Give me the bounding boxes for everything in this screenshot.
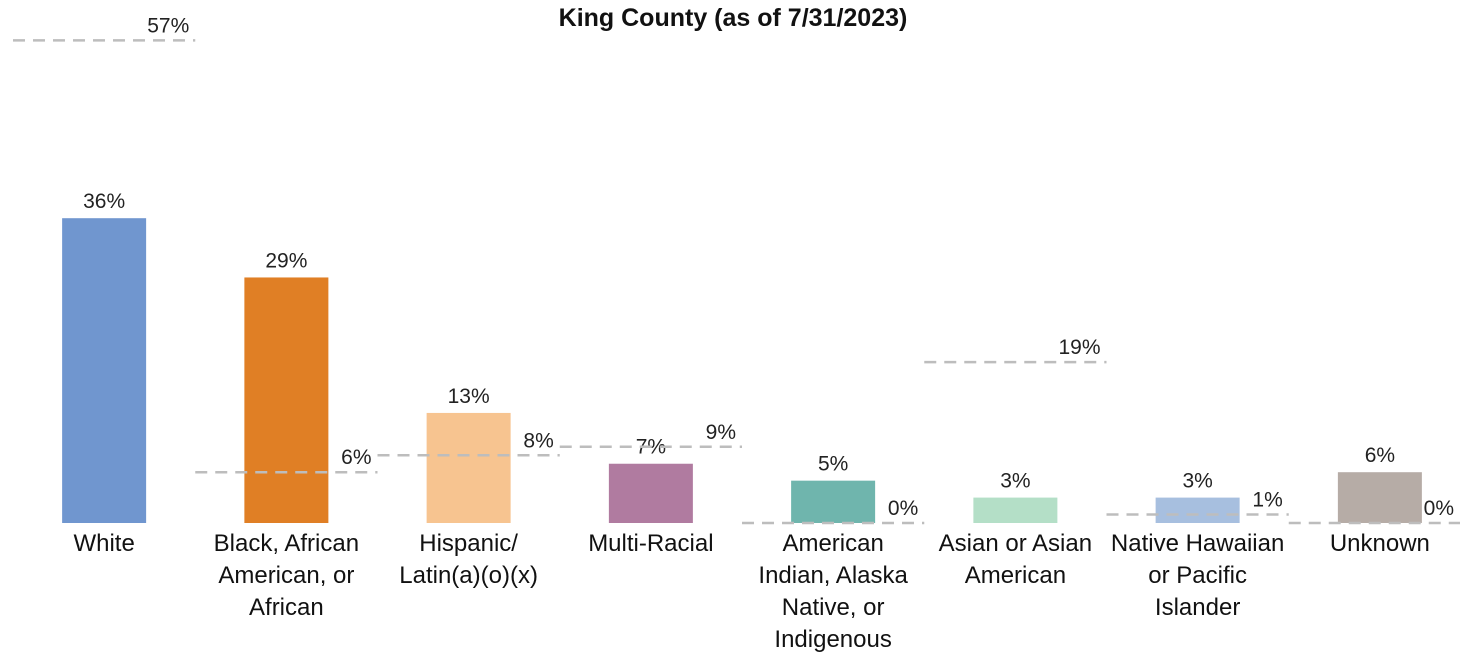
x-tick-label: Native Hawaiian or Pacific Islander xyxy=(1110,530,1285,621)
x-tick-label: Unknown xyxy=(1329,530,1430,557)
x-tick-label: Asian or Asian American xyxy=(938,530,1093,589)
bar xyxy=(973,497,1058,523)
reference-label: 1% xyxy=(1252,489,1282,512)
value-label: 6% xyxy=(1365,444,1395,467)
value-label: 29% xyxy=(265,249,307,272)
x-tick-label: Multi-Racial xyxy=(588,530,714,557)
bar xyxy=(608,463,693,523)
value-label: 5% xyxy=(818,453,848,476)
x-tick-label: White xyxy=(73,530,135,557)
value-label: 3% xyxy=(1182,470,1212,493)
reference-label: 19% xyxy=(1058,336,1100,359)
bar xyxy=(1155,497,1240,523)
reference-label: 8% xyxy=(523,429,553,452)
reference-label: 57% xyxy=(147,14,189,37)
value-label: 13% xyxy=(448,385,490,408)
value-label: 36% xyxy=(83,190,125,213)
bar xyxy=(1337,472,1422,523)
bar xyxy=(244,277,329,523)
x-tick-label: Black, African American, or African xyxy=(213,530,360,621)
x-tick-label: Hispanic/ Latin(a)(o)(x) xyxy=(399,530,538,589)
reference-label: 0% xyxy=(1424,497,1454,520)
bar xyxy=(62,218,147,523)
bar xyxy=(426,412,511,523)
reference-label: 0% xyxy=(888,497,918,520)
reference-label: 9% xyxy=(706,421,736,444)
chart-title: King County (as of 7/31/2023) xyxy=(559,4,908,32)
bar xyxy=(791,480,876,523)
x-tick-label: American Indian, Alaska Native, or Indig… xyxy=(758,530,908,653)
value-label: 3% xyxy=(1000,470,1030,493)
reference-label: 6% xyxy=(341,446,371,469)
